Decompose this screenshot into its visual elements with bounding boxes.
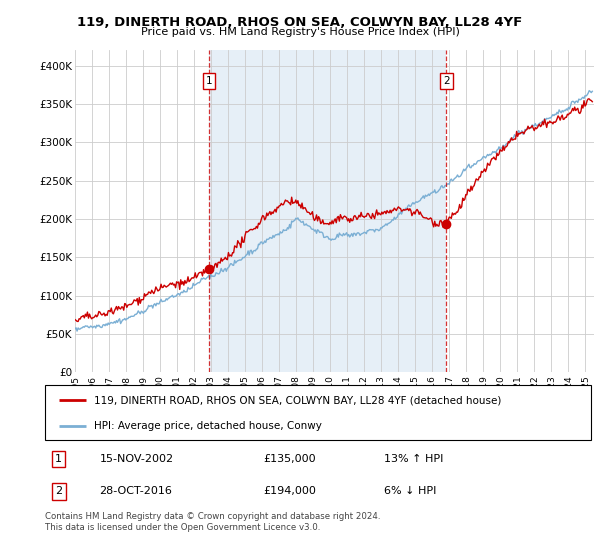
Text: 1: 1 [206, 76, 212, 86]
Text: 119, DINERTH ROAD, RHOS ON SEA, COLWYN BAY, LL28 4YF (detached house): 119, DINERTH ROAD, RHOS ON SEA, COLWYN B… [94, 395, 502, 405]
Text: 2: 2 [55, 486, 62, 496]
Text: HPI: Average price, detached house, Conwy: HPI: Average price, detached house, Conw… [94, 421, 322, 431]
Text: £135,000: £135,000 [263, 454, 316, 464]
Text: Price paid vs. HM Land Registry's House Price Index (HPI): Price paid vs. HM Land Registry's House … [140, 27, 460, 37]
FancyBboxPatch shape [45, 385, 591, 440]
Text: 28-OCT-2016: 28-OCT-2016 [100, 486, 172, 496]
Text: £194,000: £194,000 [263, 486, 316, 496]
Text: 6% ↓ HPI: 6% ↓ HPI [383, 486, 436, 496]
Text: Contains HM Land Registry data © Crown copyright and database right 2024.
This d: Contains HM Land Registry data © Crown c… [45, 512, 380, 532]
Text: 13% ↑ HPI: 13% ↑ HPI [383, 454, 443, 464]
Text: 119, DINERTH ROAD, RHOS ON SEA, COLWYN BAY, LL28 4YF: 119, DINERTH ROAD, RHOS ON SEA, COLWYN B… [77, 16, 523, 29]
Text: 1: 1 [55, 454, 62, 464]
Bar [209, 50, 446, 372]
Text: 2: 2 [443, 76, 450, 86]
Text: 15-NOV-2002: 15-NOV-2002 [100, 454, 174, 464]
